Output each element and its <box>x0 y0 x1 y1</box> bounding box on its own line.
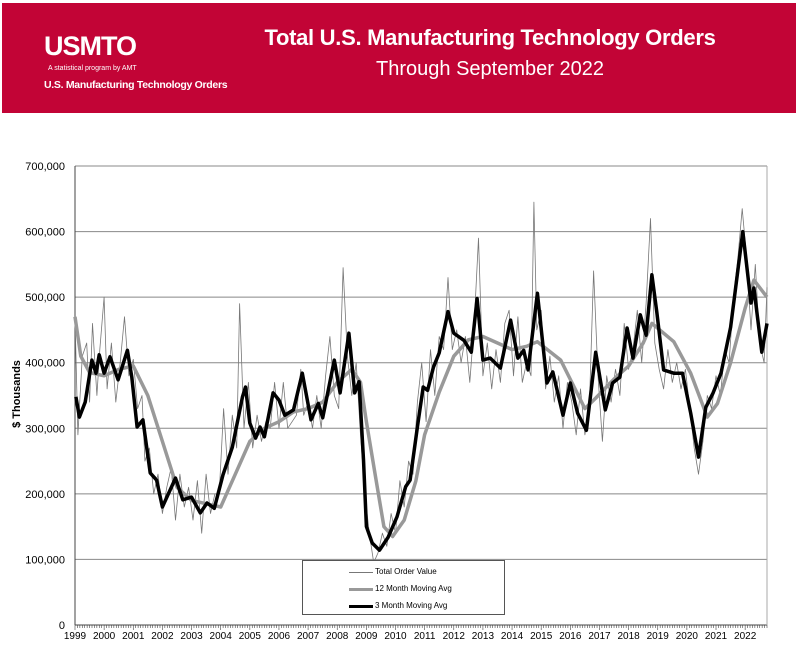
x-tick-label: 2005 <box>239 631 262 642</box>
x-tick-label: 2016 <box>559 631 582 642</box>
x-tick-label: 2003 <box>180 631 203 642</box>
x-tick-label: 2021 <box>705 631 728 642</box>
y-tick-label: 700,000 <box>25 161 65 173</box>
y-tick-label: 100,000 <box>25 554 65 566</box>
x-tick-label: 2001 <box>122 631 145 642</box>
legend-item-total: Total Order Value <box>349 567 437 577</box>
x-tick-label: 2018 <box>617 631 640 642</box>
x-tick-label: 2007 <box>297 631 320 642</box>
y-tick-label: 600,000 <box>25 227 65 239</box>
x-tick-label: 2008 <box>326 631 349 642</box>
series-line-0 <box>74 201 768 564</box>
x-tick-label: 2011 <box>414 631 436 642</box>
x-tick-label: 2010 <box>384 631 407 642</box>
x-tick-label: 2004 <box>210 631 233 642</box>
legend-label: Total Order Value <box>375 567 437 576</box>
y-tick-label: 300,000 <box>25 423 65 435</box>
program-name: U.S. Manufacturing Technology Orders <box>44 79 228 91</box>
header-banner: USMTO A statistical program by AMT U.S. … <box>2 3 796 113</box>
x-tick-label: 2020 <box>676 631 699 642</box>
x-tick-label: 2013 <box>472 631 495 642</box>
x-tick-label: 2000 <box>93 631 116 642</box>
usmto-logo: USMTO <box>44 31 137 61</box>
legend-label: 3 Month Moving Avg <box>375 601 448 610</box>
chart-title: Total U.S. Manufacturing Technology Orde… <box>264 25 716 50</box>
y-axis-label: $ Thousands <box>11 360 23 428</box>
x-tick-label: 2009 <box>355 631 378 642</box>
x-tick-label: 1999 <box>64 631 87 642</box>
x-tick-label: 2002 <box>151 631 174 642</box>
legend-label: 12 Month Moving Avg <box>375 584 452 593</box>
legend-item-3mma: 3 Month Moving Avg <box>349 601 447 611</box>
legend: Total Order Value 12 Month Moving Avg 3 … <box>302 560 505 615</box>
legend-item-12mma: 12 Month Moving Avg <box>349 584 452 594</box>
chart-subtitle: Through September 2022 <box>376 58 604 80</box>
logo-tagline: A statistical program by AMT <box>48 65 137 72</box>
x-tick-label: 2017 <box>588 631 611 642</box>
x-tick-label: 2014 <box>501 631 524 642</box>
x-tick-label: 2015 <box>530 631 553 642</box>
x-tick-label: 2006 <box>268 631 291 642</box>
x-tick-label: 2012 <box>443 631 466 642</box>
x-tick-label: 2019 <box>647 631 670 642</box>
series-line-2 <box>74 229 769 552</box>
y-tick-label: 0 <box>59 620 65 632</box>
y-tick-label: 400,000 <box>25 358 65 370</box>
y-tick-label: 500,000 <box>25 292 65 304</box>
y-tick-label: 200,000 <box>25 489 65 501</box>
x-tick-label: 2022 <box>734 631 757 642</box>
